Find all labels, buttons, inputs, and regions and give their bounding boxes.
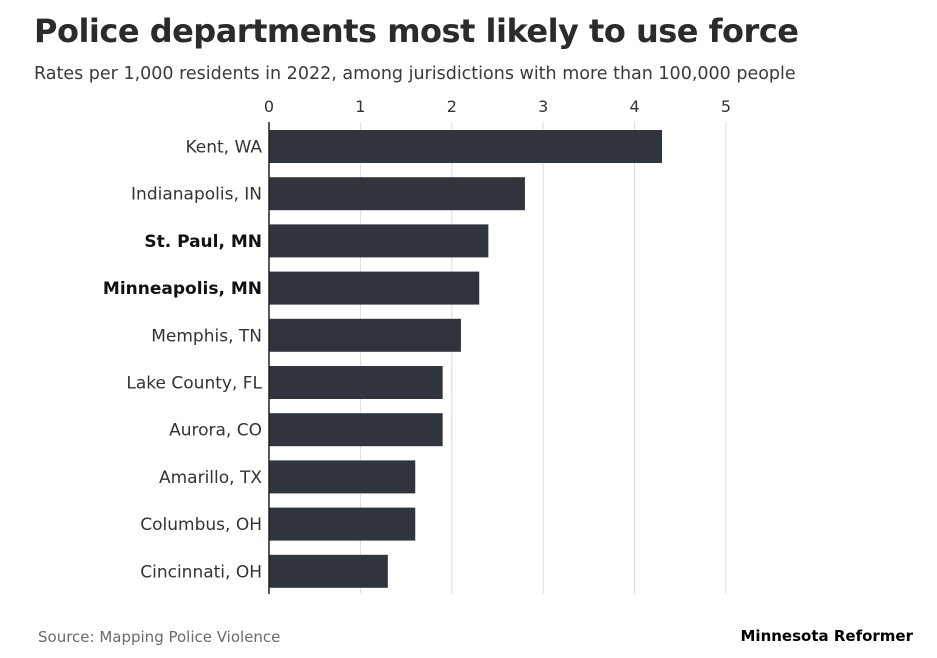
x-tick-label: 1 xyxy=(355,97,365,116)
bar xyxy=(269,271,480,305)
category-label: Minneapolis, MN xyxy=(103,279,262,299)
category-label: Kent, WA xyxy=(185,138,262,158)
category-label: Aurora, CO xyxy=(169,421,262,441)
bar xyxy=(269,318,461,352)
x-tick-label: 4 xyxy=(630,97,640,116)
bar xyxy=(269,460,416,494)
category-label: Lake County, FL xyxy=(126,374,262,394)
chart-title: Police departments most likely to use fo… xyxy=(34,12,799,50)
category-labels: Kent, WA Indianapolis, IN St. Paul, MN Minn… xyxy=(103,138,263,583)
x-axis-ticks: 0 1 2 3 4 5 xyxy=(264,97,731,116)
x-tick-label: 0 xyxy=(264,97,274,116)
x-tick-label: 2 xyxy=(447,97,457,116)
category-label: Memphis, TN xyxy=(151,326,262,346)
chart-subtitle: Rates per 1,000 residents in 2022, among… xyxy=(34,64,796,84)
source-note: Source: Mapping Police Violence xyxy=(38,628,281,646)
bar xyxy=(269,224,489,258)
x-tick-label: 5 xyxy=(721,97,731,116)
bar xyxy=(269,130,663,163)
bar xyxy=(269,177,525,211)
bars xyxy=(269,130,663,588)
bar xyxy=(269,507,416,541)
x-tick-label: 3 xyxy=(538,97,548,116)
category-label: Columbus, OH xyxy=(140,515,262,535)
bar xyxy=(269,554,388,588)
category-label: Amarillo, TX xyxy=(159,468,262,488)
bar xyxy=(269,413,443,447)
bar xyxy=(269,366,443,399)
category-label: Indianapolis, IN xyxy=(131,185,262,205)
brand-logo: Minnesota Reformer xyxy=(740,627,914,645)
category-label: St. Paul, MN xyxy=(144,232,262,252)
category-label: Cincinnati, OH xyxy=(140,562,262,582)
